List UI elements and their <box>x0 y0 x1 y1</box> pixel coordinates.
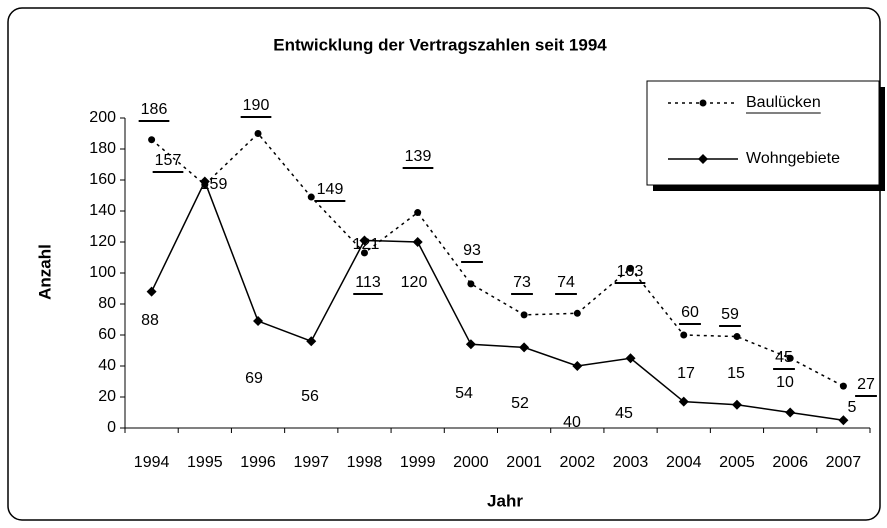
x-tick-label: 2007 <box>826 454 862 471</box>
point <box>360 249 368 257</box>
point <box>785 407 796 418</box>
x-tick-label: 1999 <box>400 454 436 471</box>
point <box>627 264 635 272</box>
data-label: 73 <box>513 274 531 291</box>
legend-label: Wohngebiete <box>746 150 840 167</box>
data-label: 88 <box>141 312 159 329</box>
y-tick-label: 20 <box>98 388 116 405</box>
data-label: 52 <box>511 395 529 412</box>
chart-title: Entwicklung der Vertragszahlen seit 1994 <box>273 35 607 54</box>
point <box>520 311 528 319</box>
data-label: 139 <box>405 148 432 165</box>
data-label: 113 <box>355 274 381 291</box>
y-tick-label: 40 <box>98 357 116 374</box>
y-tick-label: 200 <box>89 109 116 126</box>
point <box>414 209 422 217</box>
line <box>150 179 844 421</box>
data-label: 45 <box>775 349 793 366</box>
legend <box>646 80 880 186</box>
point <box>148 136 156 144</box>
y-tick-label: 140 <box>89 202 116 219</box>
data-label: 69 <box>245 370 263 387</box>
x-tick-label: 1995 <box>187 454 223 471</box>
data-label: 59 <box>721 306 739 323</box>
point <box>733 333 741 341</box>
point <box>199 176 210 187</box>
data-label: 149 <box>317 181 344 198</box>
point <box>838 415 849 426</box>
y-tick-label: 180 <box>89 140 116 157</box>
point <box>572 361 583 371</box>
x-tick-label: 1994 <box>134 454 170 471</box>
data-label: 10 <box>776 374 794 391</box>
y-tick-label: 60 <box>98 326 116 343</box>
point <box>412 237 423 247</box>
point <box>731 399 742 410</box>
y-tick-label: 160 <box>89 171 116 188</box>
point <box>625 353 636 364</box>
data-label: 120 <box>401 274 428 291</box>
point <box>786 354 794 362</box>
point <box>146 286 157 297</box>
data-label: 60 <box>681 304 699 321</box>
point <box>698 154 708 164</box>
data-label: 74 <box>557 274 575 291</box>
y-tick-label: 120 <box>89 233 116 250</box>
x-tick-label: 1998 <box>347 454 383 471</box>
data-label: 40 <box>563 414 581 431</box>
data-label: 54 <box>455 385 473 402</box>
point <box>680 331 688 339</box>
point <box>306 336 317 347</box>
x-tick-label: 2004 <box>666 454 702 471</box>
data-label: 15 <box>727 365 745 382</box>
point <box>359 235 370 246</box>
x-tick-label: 2006 <box>772 454 808 471</box>
legend-label: Baulücken <box>746 94 821 111</box>
data-label: 93 <box>463 242 481 259</box>
data-label: 157 <box>155 152 182 169</box>
x-tick-label: 1997 <box>293 454 329 471</box>
data-label: 103 <box>617 263 644 280</box>
data-label: 56 <box>301 388 319 405</box>
data-label: 159 <box>201 176 228 193</box>
point <box>573 309 581 317</box>
point <box>699 99 707 107</box>
point <box>839 382 847 390</box>
x-tick-label: 1996 <box>240 454 276 471</box>
x-tick-label: 2000 <box>453 454 489 471</box>
point <box>467 280 475 288</box>
point <box>307 193 315 201</box>
x-axis-label: Jahr <box>487 491 523 510</box>
x-tick-label: 2002 <box>560 454 596 471</box>
data-label: 27 <box>857 376 875 393</box>
x-tick-label: 2005 <box>719 454 755 471</box>
data-label: 190 <box>243 97 270 114</box>
y-tick-label: 80 <box>98 295 116 312</box>
y-axis-label: Anzahl <box>35 244 54 300</box>
point <box>253 316 264 327</box>
point <box>519 342 530 353</box>
data-label: 5 <box>848 399 857 416</box>
y-tick-label: 100 <box>89 264 116 281</box>
point <box>678 396 689 407</box>
data-label: 121 <box>353 236 380 253</box>
data-label: 45 <box>615 405 633 422</box>
data-label: 17 <box>677 365 695 382</box>
x-tick-label: 2003 <box>613 454 649 471</box>
point <box>465 339 476 350</box>
point <box>254 130 262 137</box>
x-tick-label: 2001 <box>506 454 542 471</box>
y-tick-label: 0 <box>107 419 116 436</box>
data-label: 186 <box>141 101 168 118</box>
